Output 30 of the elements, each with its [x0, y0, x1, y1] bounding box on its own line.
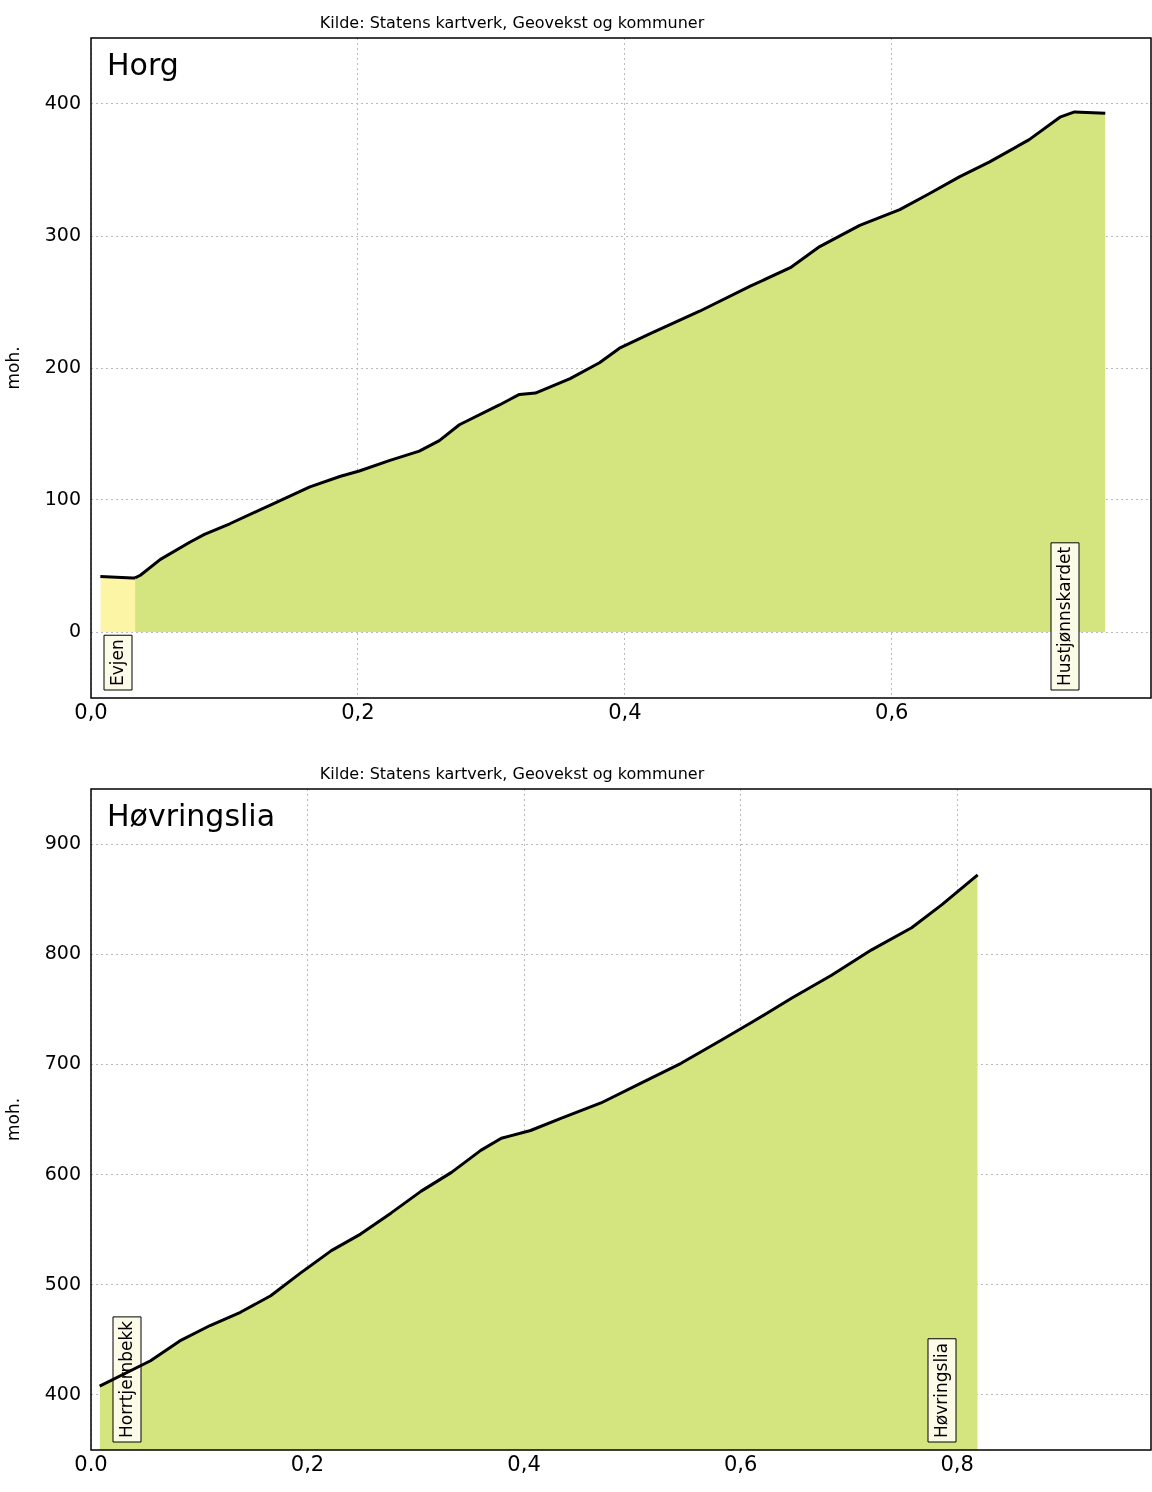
y-tick-label: 500: [44, 1271, 81, 1294]
chart-title: Høvringslia: [107, 797, 276, 833]
y-axis-title: moh.: [2, 346, 23, 390]
x-tick-label: 0,2: [290, 1452, 325, 1477]
x-tick-label: 0,6: [723, 1452, 758, 1477]
y-tick-label: 900: [44, 831, 81, 854]
annotation: Evjen: [107, 639, 128, 686]
x-tick-label: 0,2: [341, 700, 375, 725]
x-tick-label: 0,6: [875, 700, 909, 725]
y-tick-label: 200: [44, 354, 81, 377]
x-tick-label: 0,4: [608, 700, 642, 725]
y-tick-label: 400: [44, 1381, 81, 1404]
y-tick-label: 100: [44, 486, 81, 509]
annotation: Hustjønnskardet: [1054, 546, 1075, 686]
text: Kilde: Statens kartverk, Geovekst og kommuner: [319, 764, 705, 784]
text: Kilde: Statens kartverk, Geovekst og kommuner: [319, 13, 705, 33]
x-tick-label: 0,0: [74, 700, 108, 725]
x-tick-label: 0,4: [507, 1452, 541, 1477]
y-tick-label: 800: [44, 941, 81, 964]
annotation: Horrtjernbekk: [116, 1320, 137, 1438]
y-tick-label: 300: [44, 222, 81, 245]
y-tick-label: 0: [68, 618, 81, 641]
annotation: Høvringslia: [931, 1342, 952, 1438]
y-tick-label: 700: [44, 1051, 81, 1074]
y-tick-label: 400: [44, 90, 81, 113]
y-tick-label: 600: [44, 1161, 81, 1184]
x-tick-label: 0,8: [940, 1452, 974, 1477]
y-axis-title: moh.: [2, 1097, 23, 1142]
x-tick-label: 0.0: [74, 1452, 108, 1477]
chart-title: Horg: [107, 46, 179, 82]
